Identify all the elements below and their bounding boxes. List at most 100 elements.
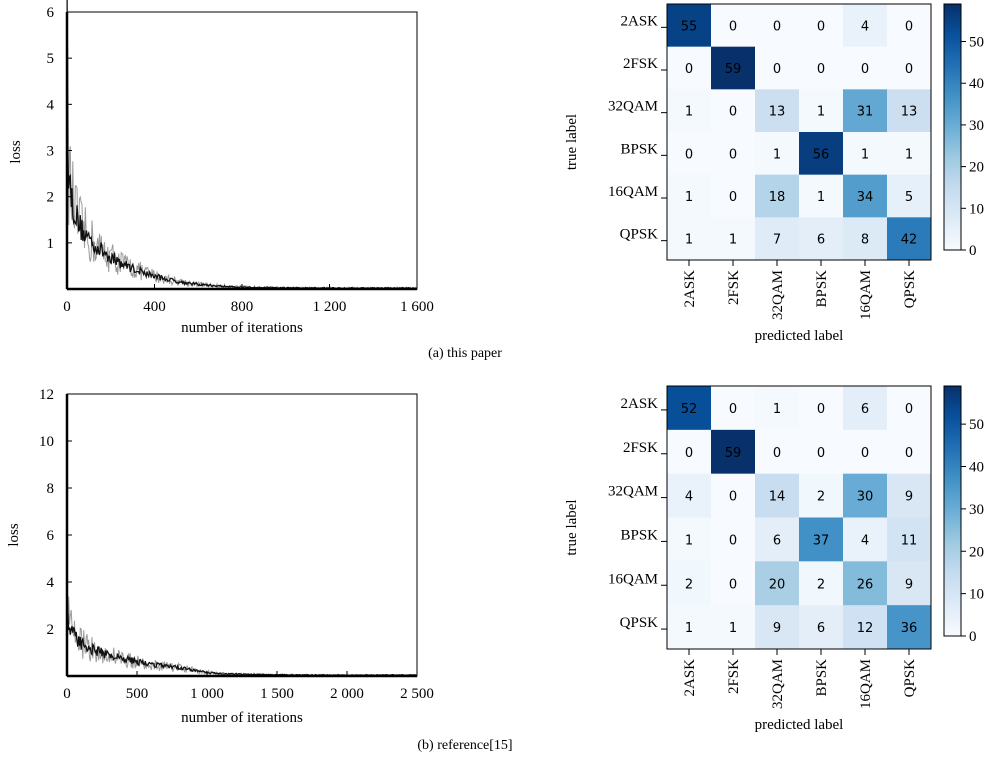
- heatmap-cell: [887, 561, 932, 606]
- heatmap-cell: [667, 386, 712, 431]
- cell-value: 0: [817, 62, 825, 77]
- heatmap-cell: [887, 174, 932, 218]
- heatmap-cell: [887, 517, 932, 562]
- col-label: QPSK: [902, 659, 918, 698]
- heatmap-cell: [667, 429, 712, 475]
- col-label: 2ASK: [682, 659, 698, 697]
- y-tick-label: 6: [47, 528, 55, 544]
- heatmap-cell: [887, 132, 932, 176]
- confusion-matrix-b: 52 0 1 0 6 00 59 0 0 0 04 0 14 2 30 91 0 6 37 4 112 0 20 2 26 91 1…: [564, 385, 984, 733]
- colorbar-tick-label: 40: [969, 76, 984, 92]
- matrix-frame: [666, 385, 932, 650]
- heatmap-cell: [887, 386, 932, 431]
- heatmap-cell: [711, 174, 756, 218]
- heatmap-cell: [887, 4, 932, 48]
- heatmap-cell: [755, 386, 800, 431]
- cell-value: 18: [769, 190, 786, 205]
- col-label: 32QAM: [770, 659, 786, 709]
- row-label: BPSK: [620, 527, 658, 543]
- heatmap-cell: [887, 89, 932, 133]
- colorbar-tick-label: 50: [969, 417, 984, 433]
- row-label: 2FSK: [623, 440, 658, 456]
- heatmap-cell: [711, 4, 756, 48]
- plot-frame: [66, 393, 418, 677]
- cell-value: 0: [729, 577, 737, 592]
- y-axis-label: loss: [6, 523, 22, 547]
- heatmap-cell: [843, 473, 888, 518]
- col-label: BPSK: [814, 270, 830, 308]
- y-tick-label: 10: [39, 434, 54, 450]
- cell-value: 0: [685, 62, 693, 77]
- cell-value: 4: [861, 533, 869, 548]
- y-tick-label: 4: [47, 97, 55, 113]
- colorbar: [943, 3, 962, 251]
- cell-value: 0: [773, 62, 781, 77]
- y-axis-label: true label: [564, 114, 580, 170]
- cell-value: 0: [729, 105, 737, 120]
- cell-value: 2: [817, 490, 825, 505]
- col-label: 16QAM: [858, 659, 874, 709]
- cell-value: 56: [813, 147, 830, 162]
- heatmap-cell: [667, 605, 712, 650]
- cell-value: 11: [901, 533, 918, 548]
- cell-value: 37: [813, 533, 830, 548]
- cell-value: 6: [861, 402, 869, 417]
- heatmap-cell: [799, 4, 844, 48]
- heatmap-cell: [711, 517, 756, 562]
- heatmap-cell: [711, 217, 756, 261]
- cell-value: 0: [729, 19, 737, 34]
- heatmap-cell: [799, 386, 844, 431]
- cell-value: 26: [857, 577, 874, 592]
- cell-value: 6: [773, 533, 781, 548]
- heatmap-cell: [755, 89, 800, 133]
- heatmap-cell: [843, 174, 888, 218]
- colorbar-tick-label: 0: [969, 629, 977, 645]
- colorbar-tick-label: 10: [969, 201, 984, 217]
- cell-value: 0: [905, 19, 913, 34]
- cell-value: 0: [905, 62, 913, 77]
- y-tick-label: 6: [47, 5, 55, 21]
- loss-chart-a: 0 400 800 1 200 1 600 1 2 3 4 5 6 loss number of ite…: [8, 0, 434, 336]
- colorbar-tick-label: 20: [969, 160, 984, 176]
- heatmap-cell: [843, 605, 888, 650]
- cell-value: 0: [729, 402, 737, 417]
- cell-value: 1: [729, 621, 737, 636]
- col-label: 2ASK: [682, 270, 698, 308]
- col-label: 2FSK: [726, 270, 742, 305]
- heatmap-cell: [843, 132, 888, 176]
- col-label: QPSK: [902, 270, 918, 309]
- heatmap-cell: [843, 4, 888, 48]
- heatmap-cell: [667, 217, 712, 261]
- cell-value: 59: [725, 62, 742, 77]
- cell-value: 1: [685, 533, 693, 548]
- heatmap-cell: [843, 429, 888, 475]
- row-label: 2FSK: [623, 56, 658, 72]
- heatmap-cell: [755, 429, 800, 475]
- colorbar-tick-label: 30: [969, 118, 984, 134]
- heatmap-cell: [667, 46, 712, 90]
- cell-value: 36: [901, 621, 918, 636]
- cell-value: 12: [857, 621, 874, 636]
- heatmap-cell: [755, 217, 800, 261]
- y-tick-label: 2: [47, 190, 55, 206]
- row-label: BPSK: [620, 141, 658, 157]
- heatmap-cell: [887, 429, 932, 475]
- heatmap-cell: [799, 174, 844, 218]
- heatmap-cell: [667, 4, 712, 48]
- heatmap-cell: [799, 561, 844, 606]
- heatmap-cell: [755, 473, 800, 518]
- cell-value: 8: [861, 233, 869, 248]
- heatmap-cell: [667, 89, 712, 133]
- cell-value: 42: [901, 233, 918, 248]
- cell-value: 0: [729, 490, 737, 505]
- row-label: QPSK: [620, 227, 659, 243]
- y-tick-label: 2: [47, 622, 55, 638]
- cell-value: 14: [769, 490, 786, 505]
- x-axis-label: predicted label: [755, 328, 844, 344]
- row-label: 32QAM: [608, 99, 658, 115]
- row-label: 16QAM: [608, 184, 658, 200]
- heatmap-cell: [711, 605, 756, 650]
- heatmap-cell: [799, 217, 844, 261]
- heatmap-cell: [843, 217, 888, 261]
- cell-value: 59: [725, 446, 742, 461]
